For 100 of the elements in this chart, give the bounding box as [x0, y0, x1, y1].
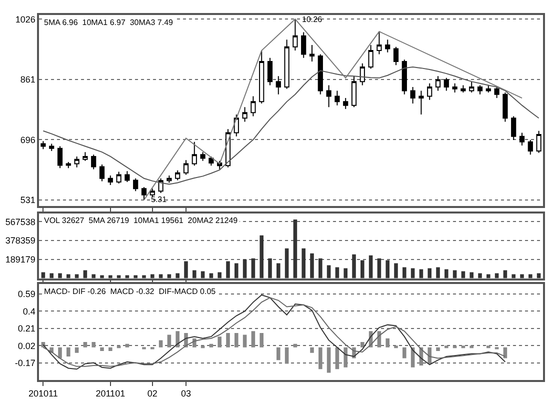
bar	[276, 263, 280, 278]
candlestick	[259, 50, 264, 104]
bar	[360, 342, 364, 348]
bar	[512, 274, 516, 278]
bar	[260, 332, 264, 348]
y-tick-label: -0.17	[14, 358, 36, 368]
bar	[276, 347, 280, 360]
bar	[520, 274, 524, 278]
bar	[92, 274, 96, 278]
bar	[293, 219, 298, 278]
bar	[444, 346, 448, 348]
bar	[436, 347, 440, 352]
candlestick	[200, 152, 206, 162]
bar	[234, 263, 238, 278]
bar	[318, 258, 322, 278]
candlestick	[519, 132, 525, 146]
annotation: 5MA 6.96 10MA1 6.97 30MA3 7.49	[44, 18, 174, 27]
bar	[218, 336, 222, 348]
candlestick	[250, 96, 256, 117]
bar	[302, 248, 306, 278]
y-tick-label: 378359	[5, 236, 36, 246]
candlestick	[326, 84, 332, 108]
bar	[92, 342, 96, 348]
bar	[100, 347, 104, 352]
x-tick-label: 03	[180, 388, 192, 399]
candlestick	[460, 84, 466, 94]
bar	[74, 347, 79, 353]
candlestick	[528, 140, 533, 156]
y-tick-label: 567538	[5, 216, 36, 227]
candlestick	[410, 86, 416, 104]
candlestick	[511, 116, 516, 141]
bar	[108, 347, 112, 352]
x-tick-label: 02	[147, 388, 158, 399]
candlestick	[452, 82, 458, 94]
candlestick	[444, 77, 449, 92]
candlestick	[376, 31, 382, 55]
bar	[461, 346, 466, 348]
bar	[167, 334, 172, 348]
bar	[192, 270, 196, 278]
candlestick	[192, 141, 197, 166]
candlestick	[91, 154, 96, 170]
candlestick	[301, 32, 306, 58]
bar	[176, 331, 180, 348]
bar	[58, 347, 62, 358]
candlestick	[486, 84, 491, 94]
annotation: 10.26	[302, 15, 323, 24]
candlestick	[284, 39, 290, 90]
y-tick-label: 189179	[5, 254, 36, 265]
y-tick-label: 0.21	[18, 324, 36, 334]
candlestick	[334, 90, 340, 106]
y-tick-label: 0.4	[22, 306, 36, 316]
y-tick-label: 0.59	[18, 289, 36, 300]
bar	[251, 331, 256, 348]
bar	[386, 260, 390, 278]
bar	[486, 346, 490, 348]
line-series	[42, 66, 540, 185]
bar	[66, 347, 70, 356]
candlestick	[360, 62, 365, 86]
candlestick	[267, 57, 273, 86]
candlestick	[49, 143, 54, 152]
candlestick	[385, 39, 390, 53]
bar	[218, 272, 222, 278]
candlestick	[469, 81, 474, 94]
candlestick	[175, 170, 180, 181]
candlestick	[166, 174, 172, 184]
candlestick	[116, 171, 122, 184]
bar	[242, 259, 247, 278]
candlestick	[74, 156, 80, 168]
bar	[436, 267, 440, 278]
bar	[58, 273, 62, 278]
y-tick-label: 696	[20, 134, 36, 145]
bar	[428, 347, 432, 364]
candlestick	[368, 44, 374, 70]
bar	[176, 273, 180, 278]
candlestick	[158, 178, 164, 194]
candlestick	[402, 59, 407, 95]
bar	[260, 235, 264, 278]
bar	[251, 258, 256, 278]
candlestick	[343, 98, 348, 110]
bar	[394, 346, 398, 348]
bar	[402, 347, 406, 358]
x-tick-label: 201011	[28, 388, 58, 399]
bar	[377, 258, 382, 278]
bar	[360, 260, 364, 278]
bar	[402, 267, 406, 278]
bar	[368, 255, 373, 278]
candlestick	[477, 84, 483, 95]
bar	[352, 254, 356, 278]
y-tick-label: 531	[20, 195, 36, 206]
candlestick	[242, 106, 248, 122]
bar	[310, 347, 314, 353]
candlestick	[108, 174, 113, 186]
candlestick	[536, 130, 542, 154]
bar	[200, 346, 205, 348]
candlestick	[292, 18, 298, 52]
candlestick	[276, 76, 281, 95]
bar	[284, 347, 289, 364]
bar	[470, 272, 474, 278]
bar	[284, 248, 289, 278]
bar	[478, 273, 482, 278]
